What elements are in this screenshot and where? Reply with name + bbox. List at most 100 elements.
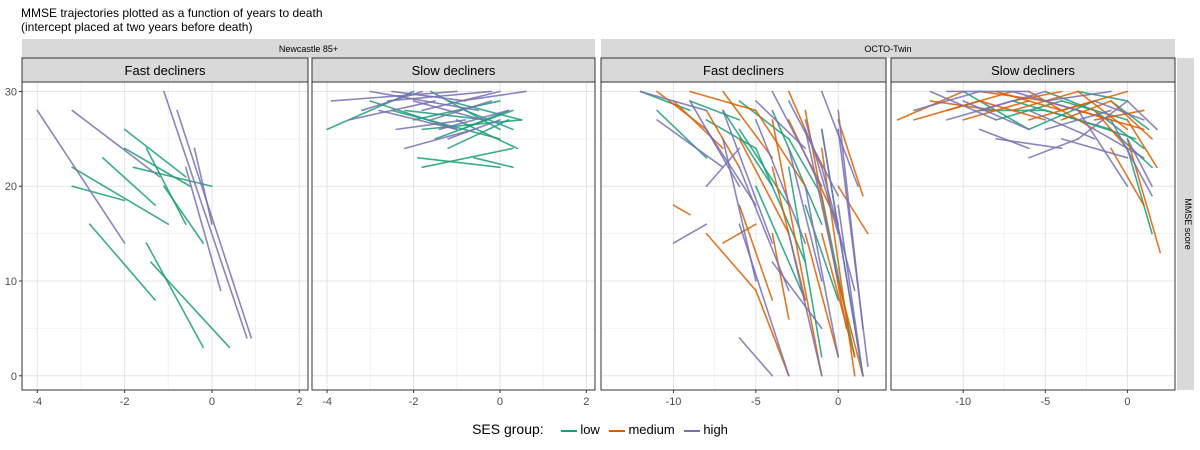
panel-border <box>21 81 309 391</box>
group-strip <box>600 57 887 83</box>
trajectory-line-medium <box>837 119 864 197</box>
legend-item-high: high <box>684 422 728 437</box>
trajectory-line-high <box>347 100 436 121</box>
trajectory-line-high <box>962 100 1030 131</box>
x-tick-label: 0 <box>497 396 503 408</box>
trajectory-line-low <box>123 128 187 178</box>
trajectory-line-low <box>755 147 807 263</box>
trajectory-line-low <box>421 147 514 169</box>
x-tick-label: -4 <box>322 396 332 408</box>
group-strip-label: Slow decliners <box>991 63 1075 78</box>
trajectory-line-high <box>722 109 774 244</box>
cohort-strip <box>601 39 1175 58</box>
trajectory-line-high <box>639 90 708 112</box>
trajectory-line-high <box>672 223 708 244</box>
legend-title: SES group: <box>472 421 544 437</box>
trajectory-line-low <box>369 100 458 131</box>
group-strip-label: Fast decliners <box>125 63 206 78</box>
trajectory-line-low <box>163 185 205 244</box>
y-tick-label: 0 <box>11 371 17 383</box>
trajectory-line-high <box>771 261 823 330</box>
x-tick-label: -10 <box>666 396 682 408</box>
legend-label-medium: medium <box>628 422 675 437</box>
trajectory-line-high <box>412 100 484 121</box>
trajectory-line-medium <box>1126 138 1162 254</box>
trajectory-line-high <box>755 119 807 244</box>
trajectory-line-low <box>455 119 519 150</box>
legend-label-high: high <box>703 422 728 437</box>
cohort-strip-label: OCTO-Twin <box>864 44 911 54</box>
x-tick-label: 2 <box>296 396 302 408</box>
trajectory-line-medium <box>722 90 774 159</box>
cohort-strip-label: Newcastle 85+ <box>279 44 338 54</box>
trajectory-line-medium <box>1126 119 1158 169</box>
trajectory-line-high <box>1093 100 1145 121</box>
x-tick-label: -5 <box>751 396 761 408</box>
trajectory-line-medium <box>1110 100 1153 140</box>
y-strip <box>1177 58 1194 390</box>
x-tick-label: 0 <box>1124 396 1130 408</box>
trajectory-line-high <box>1077 109 1129 188</box>
trajectory-line-low <box>722 109 774 188</box>
y-tick-label: 30 <box>5 86 17 98</box>
trajectory-line-high <box>1044 109 1112 131</box>
trajectory-line-medium <box>771 119 823 377</box>
trajectory-line-high <box>978 90 1047 112</box>
trajectory-line-medium <box>689 90 757 112</box>
panel-background <box>311 81 596 391</box>
trajectory-line-high <box>163 90 248 339</box>
group-strip-label: Slow decliners <box>412 63 496 78</box>
trajectory-line-low <box>101 157 156 206</box>
trajectory-line-low <box>123 147 191 188</box>
trajectory-line-low <box>689 100 741 121</box>
legend-item-medium: medium <box>609 422 675 437</box>
legend-item-low: low <box>561 422 600 437</box>
group-strip-label: Fast decliners <box>703 63 784 78</box>
trajectory-line-high <box>184 166 222 292</box>
legend-swatch-high <box>684 429 701 432</box>
trajectory-line-low <box>71 166 170 225</box>
chart-title-line-2: (intercept placed at two years before de… <box>21 20 253 34</box>
trajectory-line-high <box>820 128 864 377</box>
trajectory-line-medium <box>837 185 869 235</box>
trajectory-line-high <box>738 223 790 377</box>
trajectory-line-high <box>755 100 807 150</box>
trajectory-line-high <box>176 109 253 339</box>
trajectory-line-medium <box>705 232 757 292</box>
x-tick-label: -2 <box>409 396 419 408</box>
trajectory-line-high <box>460 90 527 102</box>
trajectory-line-medium <box>738 138 790 235</box>
trajectory-line-high <box>378 109 458 131</box>
trajectory-line-low <box>804 204 840 301</box>
trajectory-line-medium <box>771 232 790 320</box>
trajectory-line-high <box>978 128 1030 150</box>
trajectory-line-low <box>473 157 514 169</box>
trajectory-line-high <box>386 90 493 102</box>
x-tick-label: -2 <box>120 396 130 408</box>
trajectory-line-low <box>132 166 213 188</box>
trajectory-line-high <box>656 119 724 169</box>
trajectory-line-low <box>417 157 501 169</box>
trajectory-line-low <box>788 138 823 197</box>
trajectory-line-medium <box>804 232 840 358</box>
trajectory-line-high <box>804 128 840 282</box>
trajectory-line-low <box>1044 90 1096 112</box>
trajectory-line-high <box>1028 138 1079 159</box>
trajectory-line-high <box>1044 90 1112 102</box>
trajectory-line-high <box>738 166 790 292</box>
y-tick-label: 10 <box>5 276 17 288</box>
trajectory-line-low <box>447 100 523 121</box>
trajectory-line-medium <box>820 232 856 358</box>
cohort-strip <box>22 39 595 58</box>
trajectory-line-high <box>438 109 510 131</box>
trajectory-line-high <box>1077 100 1129 140</box>
trajectory-line-high <box>1110 119 1153 197</box>
trajectory-line-low <box>150 261 231 349</box>
trajectory-line-low <box>71 185 126 202</box>
trajectory-line-high <box>1126 100 1158 131</box>
chart-title-line-1: MMSE trajectories plotted as a function … <box>21 6 323 20</box>
trajectory-line-low <box>1077 90 1129 102</box>
panel-border <box>311 81 596 391</box>
trajectory-line-low <box>464 109 514 131</box>
trajectory-line-medium <box>738 204 774 301</box>
